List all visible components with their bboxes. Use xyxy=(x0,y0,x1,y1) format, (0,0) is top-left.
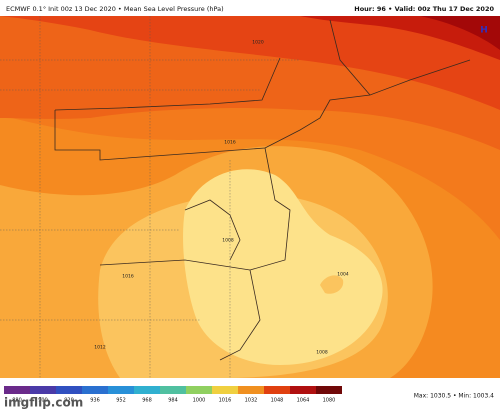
colorbar-label: 1064 xyxy=(297,398,310,404)
contour-label: 1004 xyxy=(337,272,349,278)
state-line xyxy=(99,259,251,271)
header-bar xyxy=(0,0,500,16)
footer xyxy=(0,378,500,411)
contour-label: 1008 xyxy=(316,350,328,356)
contour-label: 1020 xyxy=(252,40,264,46)
state-line xyxy=(329,19,371,96)
colorbar-cell xyxy=(108,386,134,394)
colorbar-label: 1032 xyxy=(245,398,258,404)
colorbar-label: 968 xyxy=(142,398,152,404)
colorbar-cell xyxy=(4,386,30,394)
colorbar-label: 936 xyxy=(90,398,100,404)
field-zone xyxy=(300,16,500,60)
field-zone xyxy=(320,275,344,294)
colorbar-label: 880 xyxy=(12,398,22,404)
colorbar-cell xyxy=(264,386,290,394)
county-lines xyxy=(0,16,300,378)
state-line xyxy=(54,110,266,161)
colorbar-label: 1048 xyxy=(271,398,284,404)
colorbar-cell xyxy=(82,386,108,394)
counties xyxy=(0,16,300,378)
coastline xyxy=(219,147,291,361)
colorbar-cell xyxy=(212,386,238,394)
high-marker: H xyxy=(480,26,488,36)
colorbar-cell xyxy=(238,386,264,394)
field-zone xyxy=(0,16,500,110)
header-valid: Hour: 96 • Valid: 00z Thu 17 Dec 2020 xyxy=(354,5,494,13)
watermark: imgflip.com xyxy=(4,396,83,410)
field-zone xyxy=(420,16,500,50)
header-title: ECMWF 0.1° Init 00z 13 Dec 2020 • Mean S… xyxy=(6,5,224,13)
colorbar-label: 952 xyxy=(116,398,126,404)
colorbar-cell xyxy=(30,386,56,394)
borders xyxy=(54,19,471,361)
colorbar-stats: Max: 1030.5 • Min: 1003.4 xyxy=(414,393,494,400)
colorbar-label: 1080 xyxy=(323,398,336,404)
colorbar-cell xyxy=(160,386,186,394)
colorbar-cell xyxy=(290,386,316,394)
coastline xyxy=(264,59,471,149)
contour-label: 1008 xyxy=(222,238,234,244)
contour-labels: 1020 1016 1016 1012 1008 1008 1004 xyxy=(94,40,349,356)
field-zone xyxy=(183,169,383,365)
colorbar-label: 984 xyxy=(168,398,178,404)
colorbar-cell xyxy=(186,386,212,394)
colorbar-cell xyxy=(134,386,160,394)
contour-label: 1012 xyxy=(94,345,106,351)
colorbar-label: 1016 xyxy=(219,398,232,404)
colorbar-cell xyxy=(56,386,82,394)
state-line xyxy=(54,57,281,111)
colorbar-label: 1000 xyxy=(193,398,206,404)
colorbar-cell xyxy=(316,386,342,394)
colorbar-label: 920 xyxy=(64,398,74,404)
contour-label: 1016 xyxy=(122,274,134,280)
colorbar: 880 900 920 936 952 968 984 1000 1016 1032 1048 106… xyxy=(4,386,342,404)
colorbar-label: 900 xyxy=(38,398,48,404)
contour-label: 1016 xyxy=(224,140,236,146)
